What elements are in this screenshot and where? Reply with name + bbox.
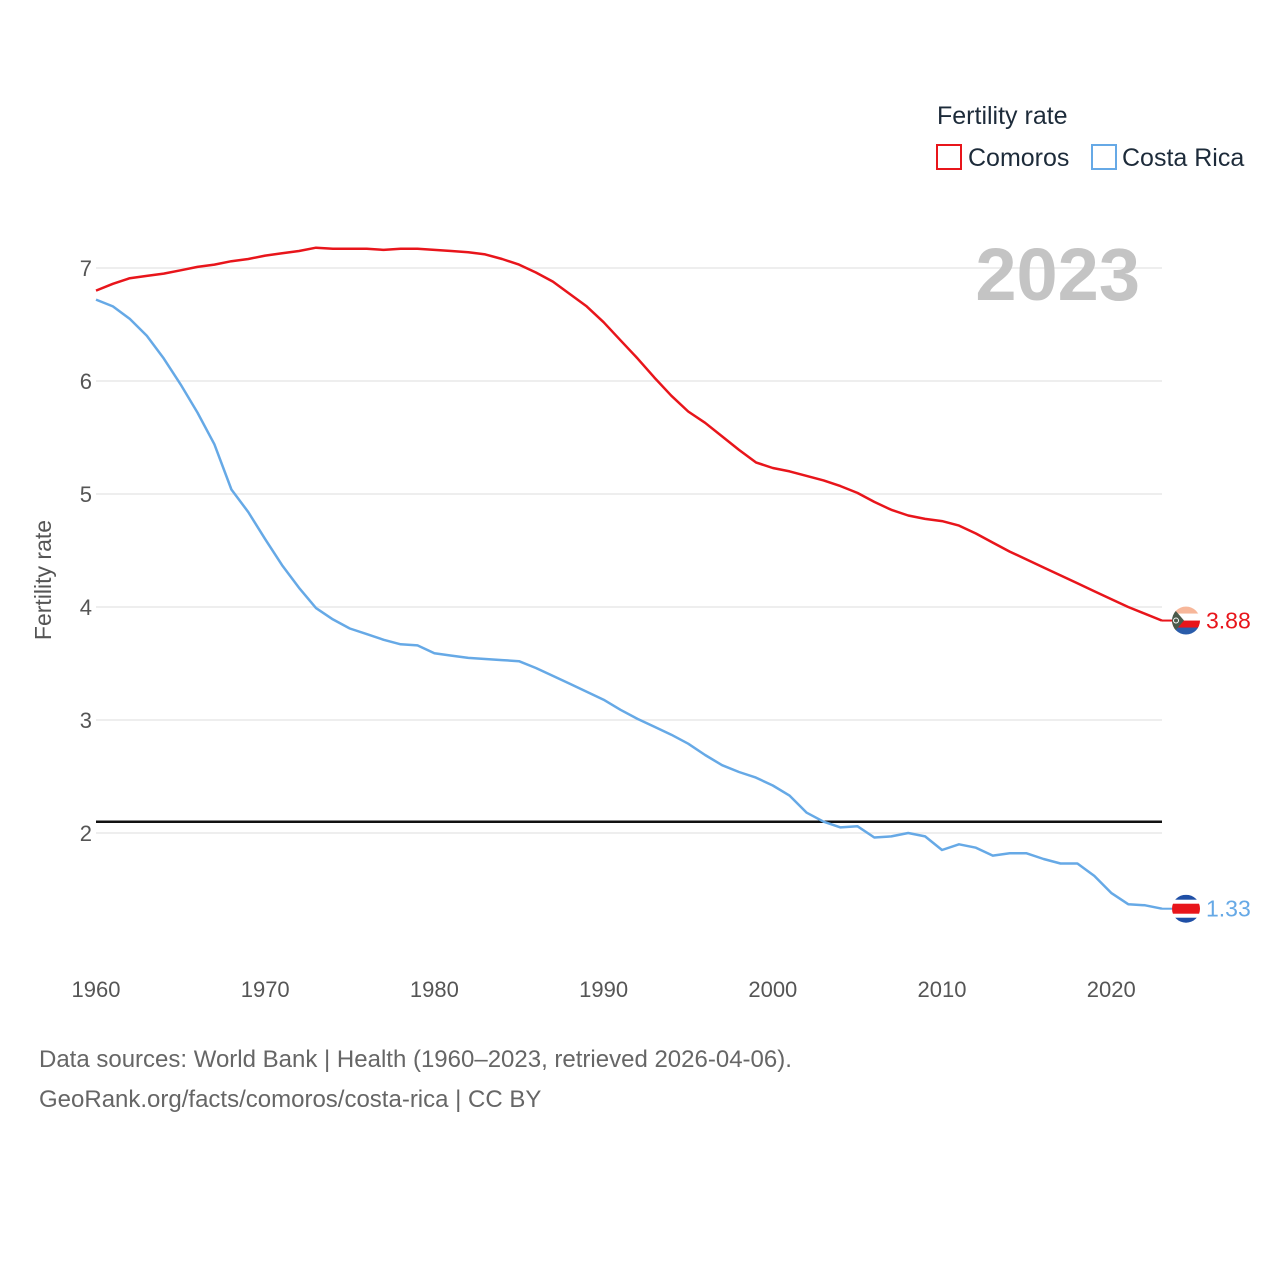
y-tick-label: 2 [80, 821, 92, 846]
y-tick-label: 4 [80, 595, 92, 620]
x-tick-label: 2000 [748, 977, 797, 1002]
y-axis-label: Fertility rate [30, 520, 56, 640]
flag-icon-costa-rica [1172, 894, 1200, 923]
x-tick-label: 1990 [579, 977, 628, 1002]
y-axis-ticks: 2 3 4 5 6 7 [80, 256, 92, 846]
legend-item-costa-rica[interactable]: Costa Rica [1091, 144, 1244, 172]
y-tick-label: 7 [80, 256, 92, 281]
source-note: Data sources: World Bank | Health (1960–… [39, 1046, 792, 1073]
x-axis-ticks: 1960 1970 1980 1990 2000 2010 2020 [72, 977, 1136, 1002]
legend-title: Fertility rate [937, 102, 1068, 130]
x-tick-label: 1980 [410, 977, 459, 1002]
legend-item-comoros[interactable]: Comoros [936, 144, 1069, 172]
y-tick-label: 6 [80, 369, 92, 394]
x-tick-label: 1960 [72, 977, 121, 1002]
y-tick-label: 3 [80, 708, 92, 733]
end-labels: 3.88 1.33 [1162, 606, 1251, 923]
x-tick-label: 2020 [1087, 977, 1136, 1002]
legend-label-comoros: Comoros [968, 144, 1069, 172]
fertility-rate-chart: 2 3 4 5 6 7 1960 1970 1980 1990 2000 2010 2020 Fert… [30, 102, 1251, 1002]
gridlines [96, 267, 1162, 834]
x-tick-label: 2010 [918, 977, 967, 1002]
end-value-label-costa-rica: 1.33 [1206, 896, 1251, 922]
end-value-label-comoros: 3.88 [1206, 608, 1251, 634]
series-lines [95, 246, 1163, 910]
current-year-label: 2023 [975, 233, 1140, 316]
legend-swatch-costa-rica [1091, 144, 1117, 170]
legend-swatch-comoros [936, 144, 962, 170]
y-tick-label: 5 [80, 482, 92, 507]
legend-label-costa-rica: Costa Rica [1122, 144, 1244, 172]
flag-icon-comoros [1172, 606, 1200, 635]
x-tick-label: 1970 [241, 977, 290, 1002]
source-link[interactable]: GeoRank.org/facts/comoros/costa-rica | C… [39, 1086, 542, 1113]
series-line-costa-rica [95, 298, 1163, 910]
legend[interactable]: Fertility rate Comoros Costa Rica [936, 102, 1244, 172]
series-line-comoros [95, 246, 1163, 622]
